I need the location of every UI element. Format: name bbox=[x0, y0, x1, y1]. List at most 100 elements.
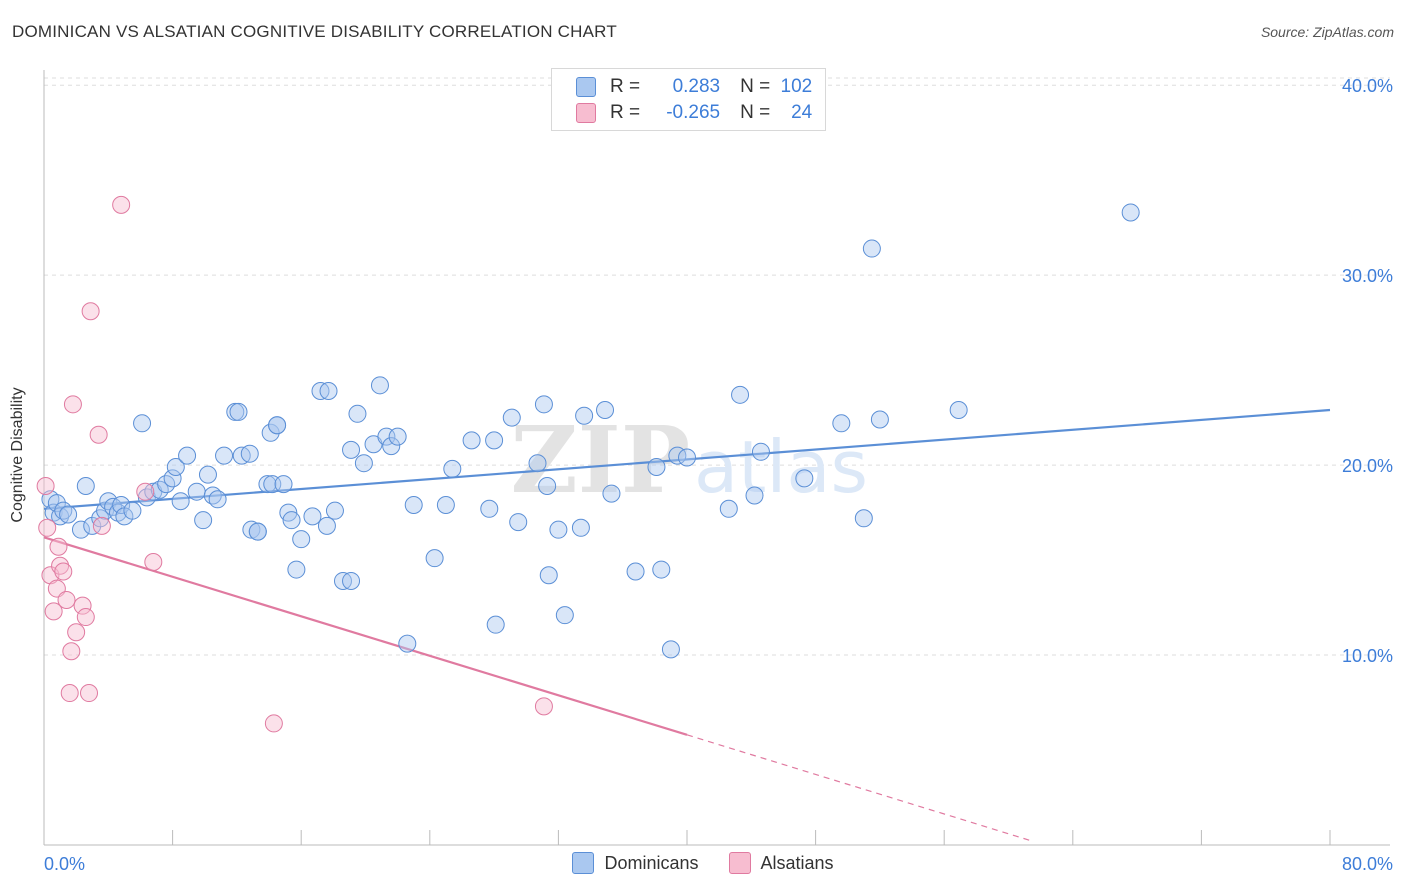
data-point-dominicans bbox=[325, 501, 344, 520]
axes bbox=[43, 70, 1390, 846]
data-point-dominicans bbox=[678, 448, 696, 467]
data-point-dominicans bbox=[187, 482, 206, 501]
data-point-dominicans bbox=[436, 495, 455, 514]
watermark: ZIP atlas bbox=[511, 406, 868, 514]
data-point-alsatians bbox=[60, 684, 79, 703]
data-point-dominicans bbox=[342, 440, 361, 459]
legend-item-dominicans[interactable]: Dominicans bbox=[572, 852, 699, 874]
y-tick-label: 10.0% bbox=[1342, 646, 1393, 666]
y-tick-label: 40.0% bbox=[1342, 76, 1393, 96]
data-point-dominicans bbox=[534, 395, 553, 414]
data-point-alsatians bbox=[73, 596, 92, 615]
correlation-legend: R = 0.283 N = 102 R = -0.265 N = 24 bbox=[551, 68, 826, 131]
trend-line-extension-alsatians bbox=[686, 734, 1033, 842]
data-point-dominicans bbox=[229, 402, 248, 421]
data-point-dominicans bbox=[112, 495, 131, 514]
data-point-dominicans bbox=[719, 499, 738, 518]
data-point-alsatians bbox=[264, 714, 283, 733]
data-point-dominicans bbox=[215, 446, 234, 465]
data-point-dominicans bbox=[287, 560, 306, 579]
legend-r-label: R = bbox=[610, 76, 641, 97]
data-point-dominicans bbox=[854, 509, 873, 528]
data-point-dominicans bbox=[443, 459, 462, 478]
data-point-alsatians bbox=[76, 608, 95, 627]
data-point-dominicans bbox=[194, 511, 213, 530]
data-point-dominicans bbox=[425, 549, 444, 568]
data-point-alsatians bbox=[54, 562, 73, 581]
source-credit: Source: ZipAtlas.com bbox=[1260, 24, 1394, 40]
legend-item-alsatians[interactable]: Alsatians bbox=[728, 852, 834, 874]
data-point-dominicans bbox=[480, 499, 499, 518]
data-point-dominicans bbox=[862, 239, 881, 258]
data-point-dominicans bbox=[348, 404, 367, 423]
data-point-alsatians bbox=[62, 642, 81, 661]
data-point-dominicans bbox=[596, 401, 615, 420]
series-legend: Dominicans Alsatians bbox=[0, 852, 1406, 874]
data-point-alsatians bbox=[144, 552, 163, 571]
data-point-dominicans bbox=[949, 401, 968, 420]
data-point-dominicans bbox=[485, 431, 504, 450]
data-point-alsatians bbox=[44, 602, 63, 621]
data-point-alsatians bbox=[92, 516, 111, 535]
data-point-dominicans bbox=[647, 457, 666, 476]
data-point-alsatians bbox=[38, 518, 57, 537]
data-point-dominicans bbox=[47, 494, 66, 513]
tick-labels: 10.0% 20.0% 30.0% 40.0% 0.0% 80.0% bbox=[44, 76, 1393, 874]
data-point-dominicans bbox=[198, 465, 217, 484]
legend-label-dominicans: Dominicans bbox=[604, 852, 699, 873]
gridlines bbox=[44, 77, 1390, 656]
data-point-alsatians bbox=[63, 395, 82, 414]
data-point-dominicans bbox=[208, 490, 227, 509]
data-point-dominicans bbox=[370, 376, 389, 395]
legend-row-dominicans: R = 0.283 N = 102 bbox=[576, 75, 812, 99]
data-point-dominicans bbox=[398, 634, 417, 653]
legend-swatch-alsatians bbox=[576, 103, 596, 123]
data-point-dominicans bbox=[571, 518, 590, 537]
x-tick-label: 0.0% bbox=[44, 854, 85, 874]
data-point-dominicans bbox=[240, 444, 259, 463]
data-point-dominicans bbox=[652, 560, 671, 579]
data-point-dominicans bbox=[388, 427, 407, 446]
data-point-dominicans bbox=[123, 501, 142, 520]
legend-n-label: N = bbox=[740, 102, 771, 123]
data-point-dominicans bbox=[745, 486, 764, 505]
data-point-dominicans bbox=[539, 566, 558, 585]
data-point-alsatians bbox=[67, 623, 86, 642]
data-point-alsatians bbox=[89, 425, 108, 444]
data-point-dominicans bbox=[292, 530, 311, 549]
data-point-dominicans bbox=[832, 414, 851, 433]
data-point-dominicans bbox=[319, 382, 338, 401]
data-point-dominicans bbox=[462, 431, 481, 450]
data-point-alsatians bbox=[136, 482, 155, 501]
data-point-dominicans bbox=[261, 423, 280, 442]
data-point-dominicans bbox=[166, 457, 185, 476]
data-point-dominicans bbox=[486, 615, 505, 634]
data-point-dominicans bbox=[731, 385, 750, 404]
trend-line-alsatians bbox=[43, 536, 688, 736]
data-point-alsatians bbox=[36, 476, 55, 495]
legend-swatch-dominicans bbox=[572, 852, 595, 874]
data-point-dominicans bbox=[76, 476, 95, 495]
data-point-dominicans bbox=[626, 562, 645, 581]
data-point-dominicans bbox=[242, 520, 261, 539]
x-tick-label: 80.0% bbox=[1342, 854, 1393, 874]
legend-swatch-alsatians bbox=[728, 852, 751, 874]
data-point-alsatians bbox=[49, 537, 68, 556]
data-point-dominicans bbox=[258, 475, 277, 494]
legend-r-value: 0.283 bbox=[672, 76, 721, 97]
data-point-alsatians bbox=[57, 590, 76, 609]
data-point-dominicans bbox=[661, 640, 680, 659]
data-point-dominicans bbox=[1121, 203, 1140, 222]
data-point-alsatians bbox=[80, 684, 99, 703]
data-point-alsatians bbox=[51, 556, 70, 575]
watermark-zip: ZIP bbox=[511, 406, 690, 514]
data-point-dominicans bbox=[751, 442, 770, 461]
data-point-alsatians bbox=[534, 697, 553, 716]
data-point-dominicans bbox=[274, 475, 293, 494]
data-points bbox=[36, 195, 1140, 733]
data-point-dominicans bbox=[59, 505, 78, 524]
legend-swatch-dominicans bbox=[576, 77, 596, 97]
trend-line-dominicans bbox=[43, 408, 1331, 510]
data-point-dominicans bbox=[528, 454, 547, 473]
